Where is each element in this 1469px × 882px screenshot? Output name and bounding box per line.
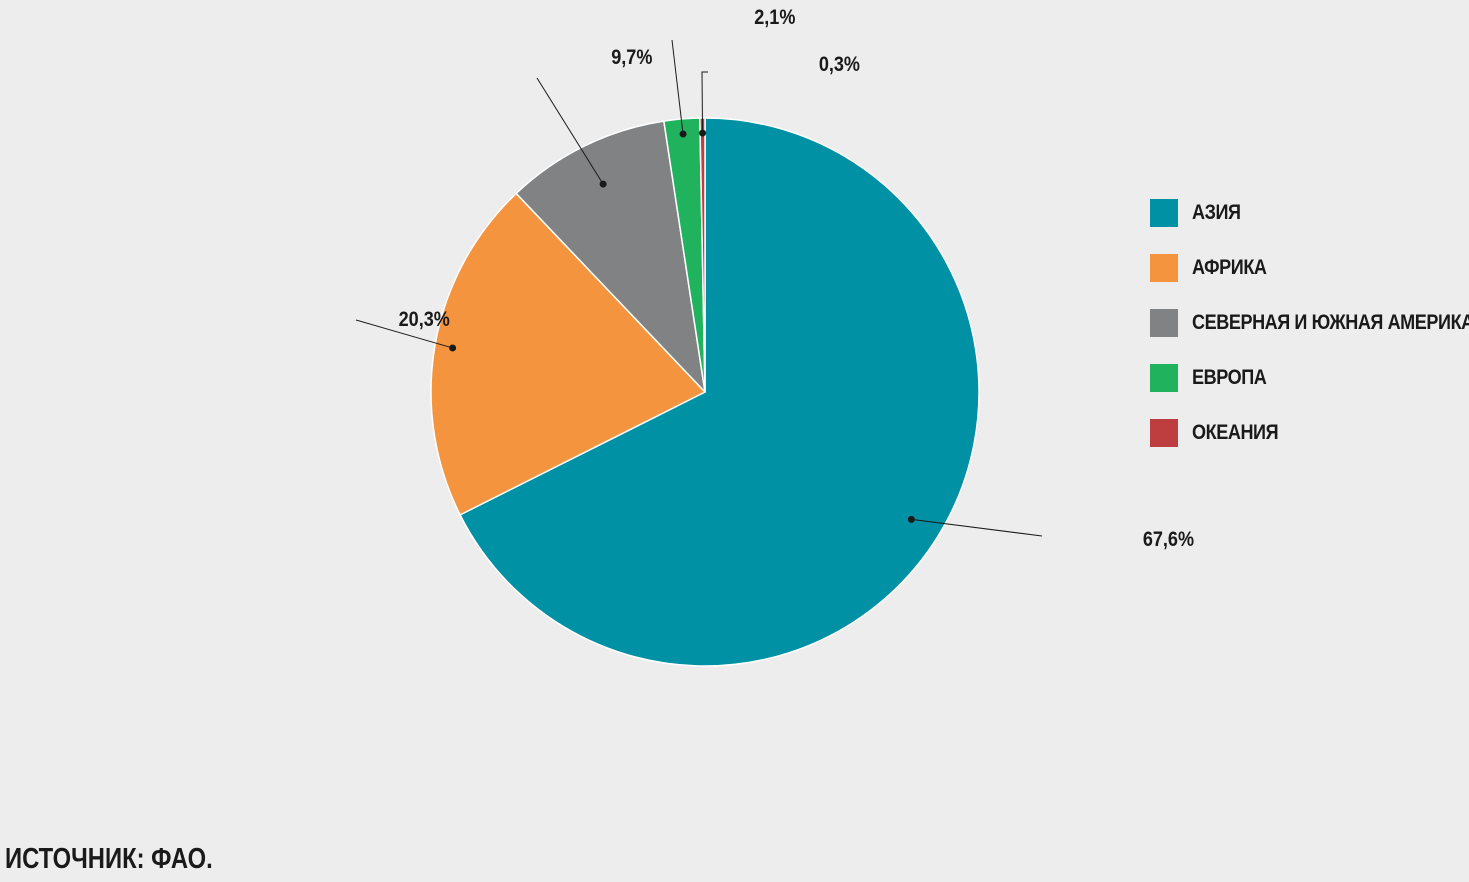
legend-label-africa: АФРИКА <box>1192 256 1267 279</box>
leader-dot-europe <box>679 130 687 138</box>
legend-swatch-asia <box>1150 199 1178 227</box>
legend-swatch-africa <box>1150 254 1178 282</box>
pie-slice-asia <box>459 117 980 667</box>
legend: АЗИЯ АФРИКА СЕВЕРНАЯ И ЮЖНАЯ АМЕРИКА ЕВР… <box>1150 199 1469 474</box>
legend-swatch-europe <box>1150 364 1178 392</box>
legend-label-europe: ЕВРОПА <box>1192 366 1267 389</box>
leader-dot-oceania <box>699 129 707 137</box>
legend-swatch-americas <box>1150 309 1178 337</box>
leader-line-asia <box>911 518 1043 537</box>
leader-line-africa <box>355 319 453 349</box>
legend-label-americas: СЕВЕРНАЯ И ЮЖНАЯ АМЕРИКА <box>1192 311 1469 334</box>
leader-line-oceania <box>701 71 708 134</box>
leader-line-europe <box>671 39 684 135</box>
pie-leader-lines <box>355 39 1043 537</box>
value-label-africa: 20,3% <box>399 308 450 332</box>
legend-item-europe: ЕВРОПА <box>1150 364 1469 392</box>
source-note: ИСТОЧНИК: ФАО. <box>5 843 213 875</box>
legend-item-oceania: ОКЕАНИЯ <box>1150 419 1469 447</box>
leader-line-americas <box>536 77 604 185</box>
value-label-europe: 2,1% <box>754 6 795 30</box>
value-label-asia: 67,6% <box>1143 528 1194 552</box>
pie-slice-americas <box>515 120 706 393</box>
legend-swatch-oceania <box>1150 419 1178 447</box>
legend-label-oceania: ОКЕАНИЯ <box>1192 421 1279 444</box>
leader-dot-americas <box>599 180 607 188</box>
pie-value-labels: 67,6% 20,3% 9,7% 2,1% 0,3% <box>399 6 1194 552</box>
legend-item-africa: АФРИКА <box>1150 254 1469 282</box>
pie-slices <box>430 117 980 667</box>
legend-item-americas: СЕВЕРНАЯ И ЮЖНАЯ АМЕРИКА <box>1150 309 1469 337</box>
legend-label-asia: АЗИЯ <box>1192 201 1241 224</box>
leader-dot-africa <box>449 344 457 352</box>
leader-dot-asia <box>907 515 915 523</box>
value-label-americas: 9,7% <box>611 46 652 70</box>
value-label-oceania: 0,3% <box>819 53 860 77</box>
legend-item-asia: АЗИЯ <box>1150 199 1469 227</box>
pie-slice-africa <box>430 192 706 516</box>
